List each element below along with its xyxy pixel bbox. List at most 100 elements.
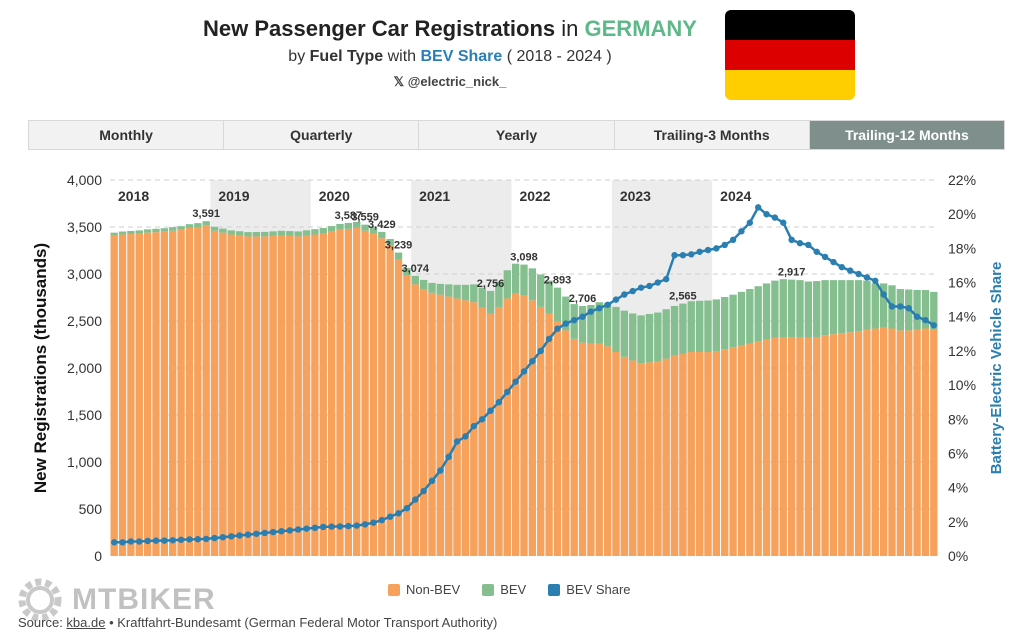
tab-yearly[interactable]: Yearly bbox=[419, 121, 615, 149]
bar-bev bbox=[670, 305, 679, 356]
bar-bev bbox=[503, 270, 511, 299]
bar-nonbev bbox=[930, 329, 938, 556]
bar-nonbev bbox=[545, 313, 553, 556]
bar-nonbev bbox=[445, 296, 453, 556]
bar-nonbev bbox=[143, 232, 152, 556]
share-point bbox=[913, 313, 921, 320]
source-link[interactable]: kba.de bbox=[66, 615, 106, 630]
share-point bbox=[654, 279, 662, 286]
share-point bbox=[554, 325, 561, 332]
bar-nonbev bbox=[746, 343, 754, 556]
bar-nonbev bbox=[118, 234, 127, 556]
bar-nonbev bbox=[838, 333, 846, 556]
tab-trailing-12-months[interactable]: Trailing-12 Months bbox=[809, 121, 1005, 149]
bar-nonbev bbox=[704, 352, 712, 556]
share-point bbox=[169, 537, 176, 544]
share-point bbox=[228, 533, 235, 540]
bar-nonbev bbox=[353, 227, 361, 556]
legend-item-bev[interactable]: BEV bbox=[482, 582, 526, 597]
share-point bbox=[763, 210, 770, 218]
y2-tick-label: 4% bbox=[948, 480, 968, 496]
bar-nonbev bbox=[553, 321, 562, 556]
tab-trailing-3-months[interactable]: Trailing-3 Months bbox=[614, 121, 810, 149]
share-point bbox=[738, 228, 745, 235]
share-point bbox=[378, 516, 386, 524]
tab-quarterly[interactable]: Quarterly bbox=[224, 121, 420, 149]
bar-nonbev bbox=[403, 275, 411, 556]
bar-nonbev bbox=[361, 230, 369, 556]
bar-nonbev bbox=[486, 313, 495, 556]
bar-nonbev bbox=[905, 330, 913, 556]
share-point bbox=[713, 245, 720, 252]
bar-nonbev bbox=[202, 225, 210, 556]
y-tick-label: 4,000 bbox=[67, 172, 102, 188]
y-tick-label: 2,000 bbox=[67, 360, 102, 376]
bar-bev bbox=[210, 226, 219, 231]
bar-nonbev bbox=[754, 341, 762, 556]
bar-bev bbox=[729, 294, 737, 348]
bar-nonbev bbox=[286, 235, 294, 556]
tab-monthly[interactable]: Monthly bbox=[29, 121, 225, 149]
source-prefix: Source: bbox=[18, 615, 67, 630]
share-point bbox=[453, 438, 461, 445]
y-tick-label: 3,500 bbox=[67, 219, 102, 235]
chart-legend: Non-BEV BEV BEV Share bbox=[388, 582, 631, 597]
bar-nonbev bbox=[846, 332, 854, 556]
subtitle-bev: BEV Share bbox=[420, 48, 503, 65]
bar-total-label: 3,074 bbox=[402, 263, 430, 275]
bar-bev bbox=[578, 305, 587, 343]
share-point bbox=[177, 536, 185, 543]
bar-total-label: 2,756 bbox=[477, 278, 505, 290]
watermark-text: MTBIKER bbox=[72, 583, 216, 616]
bar-nonbev bbox=[737, 345, 746, 556]
bar-nonbev bbox=[570, 338, 578, 556]
share-point bbox=[579, 313, 586, 320]
subtitle-range: ( 2018 - 2024 ) bbox=[502, 48, 612, 65]
author-handle: 𝕏 @electric_nick_ bbox=[393, 74, 507, 89]
share-point bbox=[754, 204, 762, 211]
share-point bbox=[395, 510, 402, 517]
bar-nonbev bbox=[177, 229, 185, 556]
share-point bbox=[805, 241, 812, 249]
bar-bev bbox=[813, 281, 821, 337]
share-point bbox=[144, 537, 151, 545]
bar-nonbev bbox=[453, 298, 461, 556]
bar-nonbev bbox=[578, 342, 587, 556]
share-point bbox=[729, 236, 737, 244]
year-label: 2019 bbox=[218, 188, 249, 204]
share-point bbox=[596, 304, 603, 312]
period-tabs: Monthly Quarterly Yearly Trailing-3 Mont… bbox=[28, 120, 1005, 150]
bar-bev bbox=[612, 306, 620, 353]
bar-total-label: 2,565 bbox=[669, 291, 697, 303]
bar-bev bbox=[227, 230, 235, 235]
bar-nonbev bbox=[227, 234, 235, 556]
bar-nonbev bbox=[261, 236, 269, 556]
bar-nonbev bbox=[771, 337, 779, 556]
bar-nonbev bbox=[629, 360, 637, 556]
share-point bbox=[863, 274, 871, 281]
bar-bev bbox=[336, 223, 344, 230]
share-point bbox=[637, 284, 645, 291]
legend-item-nonbev[interactable]: Non-BEV bbox=[388, 582, 460, 597]
share-point bbox=[520, 368, 528, 375]
share-point bbox=[261, 529, 268, 537]
share-point bbox=[286, 527, 294, 534]
share-point bbox=[838, 263, 846, 271]
bar-nonbev bbox=[528, 300, 537, 556]
share-point bbox=[110, 539, 118, 546]
source-suffix: • Kraftfahrt-Bundesamt (German Federal M… bbox=[105, 615, 498, 630]
bar-nonbev bbox=[394, 259, 403, 556]
share-point bbox=[420, 487, 427, 495]
flag-stripe-red bbox=[725, 40, 855, 70]
bar-bev bbox=[704, 300, 712, 353]
legend-item-share[interactable]: BEV Share bbox=[548, 582, 631, 597]
bar-bev bbox=[118, 231, 127, 235]
bar-bev bbox=[269, 231, 277, 236]
legend-label-bev: BEV bbox=[500, 582, 527, 597]
bar-nonbev bbox=[294, 236, 302, 556]
year-label: 2024 bbox=[720, 188, 751, 204]
y-tick-label: 500 bbox=[79, 501, 103, 517]
bar-nonbev bbox=[863, 329, 871, 556]
legend-swatch-bev bbox=[482, 583, 495, 596]
bar-nonbev bbox=[721, 349, 729, 556]
